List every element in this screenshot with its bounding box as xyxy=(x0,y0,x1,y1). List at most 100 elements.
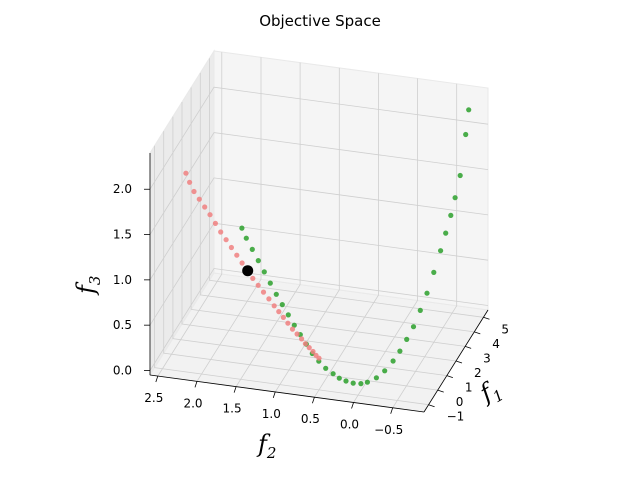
x-gridline-5 xyxy=(199,72,475,333)
series-0-point-18 xyxy=(350,380,356,386)
y-tick-label-1: 0.0 xyxy=(340,418,359,432)
y-tick-label-5: 2.0 xyxy=(183,396,202,410)
series-0-point-0 xyxy=(466,107,472,113)
series-0-point-14 xyxy=(382,368,388,374)
x-gridline-2 xyxy=(172,116,447,376)
series-0-point-15 xyxy=(373,375,379,381)
y-tick-mark-2 xyxy=(312,397,315,404)
x-tick-label-2: 1 xyxy=(465,381,473,395)
series-0-point-3 xyxy=(452,195,458,201)
y-tick-mark-0 xyxy=(390,407,394,414)
series-2-point-0 xyxy=(242,265,254,277)
z-tick-label-1: 0.5 xyxy=(113,318,132,332)
z-tick-label-4: 2.0 xyxy=(113,182,132,196)
y-tick-label-3: 1.0 xyxy=(262,407,281,421)
series-0-point-20 xyxy=(336,375,342,381)
series-1-point-15 xyxy=(250,275,256,281)
x-tick-mark-6 xyxy=(483,316,490,320)
y-gridline-4 xyxy=(235,62,301,387)
x-gridline-1 xyxy=(163,131,438,391)
y-tick-label-2: 0.5 xyxy=(301,412,320,426)
series-0-point-32 xyxy=(261,269,267,275)
series-1-point-10 xyxy=(276,309,282,315)
x-tick-mark-4 xyxy=(465,346,472,349)
series-0-point-22 xyxy=(323,365,329,371)
y-tick-label-4: 1.5 xyxy=(223,402,242,416)
x-tick-label-4: 3 xyxy=(483,351,491,365)
series-1-point-26 xyxy=(191,188,197,195)
series-0-point-30 xyxy=(273,291,279,297)
z-gridline-3 xyxy=(149,132,489,235)
z-gridline-2 xyxy=(149,177,489,281)
series-1-point-17 xyxy=(239,260,245,266)
series-0-point-13 xyxy=(390,358,396,364)
series-0-point-6 xyxy=(438,248,444,254)
series-1-point-19 xyxy=(228,244,234,251)
series-0-point-7 xyxy=(431,269,437,275)
series-1-point-22 xyxy=(212,220,218,226)
y-axis-line xyxy=(149,374,425,413)
y-tick-mark-6 xyxy=(155,375,159,383)
series-1-point-18 xyxy=(234,252,240,258)
x-gridline-4 xyxy=(190,87,466,347)
series-1-point-13 xyxy=(260,289,267,295)
y-gridline-5 xyxy=(196,57,262,382)
x-gridline-0 xyxy=(154,145,429,406)
y-tick-mark-3 xyxy=(272,391,276,399)
series-0-point-10 xyxy=(410,324,417,330)
data-points xyxy=(183,107,472,387)
series-1-point-4 xyxy=(302,341,308,347)
series-0-point-8 xyxy=(424,290,430,296)
series-0-point-12 xyxy=(397,348,403,354)
series-0-point-17 xyxy=(358,381,364,387)
series-0-point-31 xyxy=(267,280,273,286)
series-0-point-21 xyxy=(330,371,336,377)
series-0-point-33 xyxy=(255,258,261,264)
series-0-point-9 xyxy=(417,307,423,313)
series-1-point-11 xyxy=(271,303,277,309)
z-tick-label-0: 0.0 xyxy=(113,364,132,378)
x-tick-mark-0 xyxy=(428,404,435,408)
series-0-point-28 xyxy=(285,312,291,318)
axes-panes xyxy=(149,49,489,413)
series-0-point-16 xyxy=(364,379,370,385)
x-gridline-3 xyxy=(181,102,457,362)
x-tick-mark-3 xyxy=(455,360,463,364)
series-1-point-20 xyxy=(223,237,229,243)
y-gridline-1 xyxy=(353,78,418,403)
series-0-point-36 xyxy=(239,225,245,231)
z-tick-label-3: 1.5 xyxy=(113,228,132,242)
x-tick-mark-2 xyxy=(446,375,453,378)
series-1-point-28 xyxy=(183,170,189,176)
gridlines xyxy=(149,52,489,409)
back-pane xyxy=(213,50,489,311)
chart-title: Objective Space xyxy=(259,12,381,30)
y-tick-mark-5 xyxy=(194,381,198,388)
series-0-point-11 xyxy=(404,336,410,342)
y-tick-label-6: 2.5 xyxy=(144,391,163,405)
series-0-point-2 xyxy=(457,172,463,179)
z-tick-label-2: 1.0 xyxy=(113,273,132,287)
series-1-point-2 xyxy=(310,348,316,355)
z-gridline-4 xyxy=(149,86,489,190)
x-tick-label-5: 4 xyxy=(492,337,500,351)
y-tick-mark-1 xyxy=(351,402,354,409)
y-gridline-0 xyxy=(392,83,458,409)
series-1-point-27 xyxy=(187,179,193,185)
series-1-point-12 xyxy=(266,296,272,302)
series-0-point-34 xyxy=(249,246,255,252)
series-1-point-8 xyxy=(285,320,291,326)
series-1-point-9 xyxy=(280,314,286,320)
x-tick-label-0: −1 xyxy=(447,410,465,424)
series-0-point-1 xyxy=(463,131,469,138)
x-gridline-6 xyxy=(208,58,484,318)
series-0-point-19 xyxy=(343,378,349,384)
z-gridline-0 xyxy=(149,268,489,371)
x-tick-label-3: 2 xyxy=(474,366,482,380)
y-tick-label-0: −0.5 xyxy=(374,423,403,437)
series-1-point-14 xyxy=(255,282,261,288)
x-tick-mark-1 xyxy=(437,389,444,393)
series-0-point-4 xyxy=(448,212,454,218)
